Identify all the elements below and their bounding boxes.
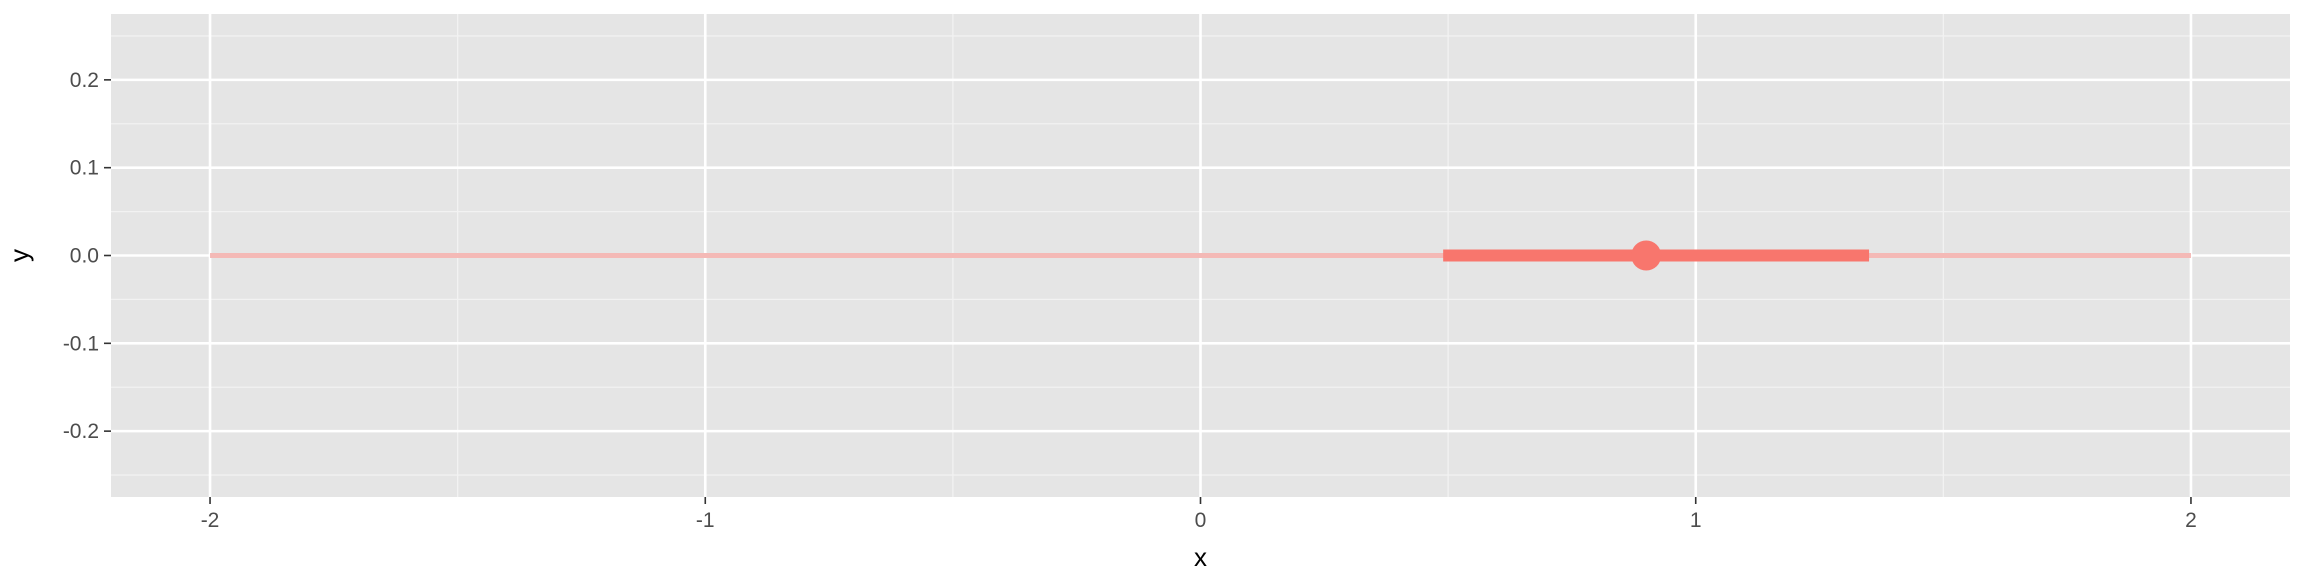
y-tick-label: 0.0 — [70, 245, 99, 268]
x-axis-title: x — [1194, 542, 1207, 572]
y-axis: -0.2 -0.1 0.0 0.1 0.2 — [63, 69, 111, 443]
x-tick-label: -2 — [201, 509, 220, 532]
x-tick-label: -1 — [696, 509, 715, 532]
x-tick-label: 0 — [1195, 509, 1207, 532]
x-tick-label: 1 — [1690, 509, 1702, 532]
x-tick-label: 2 — [2185, 509, 2197, 532]
data-marks — [210, 240, 2191, 271]
y-tick-label: -0.1 — [63, 332, 99, 355]
y-axis-title: y — [4, 249, 34, 262]
point-estimate-dot — [1631, 240, 1662, 271]
y-tick-label: 0.1 — [70, 157, 99, 180]
y-tick-label: -0.2 — [63, 420, 99, 443]
x-axis: -2 -1 0 1 2 — [201, 497, 2197, 532]
y-tick-label: 0.2 — [70, 69, 99, 92]
